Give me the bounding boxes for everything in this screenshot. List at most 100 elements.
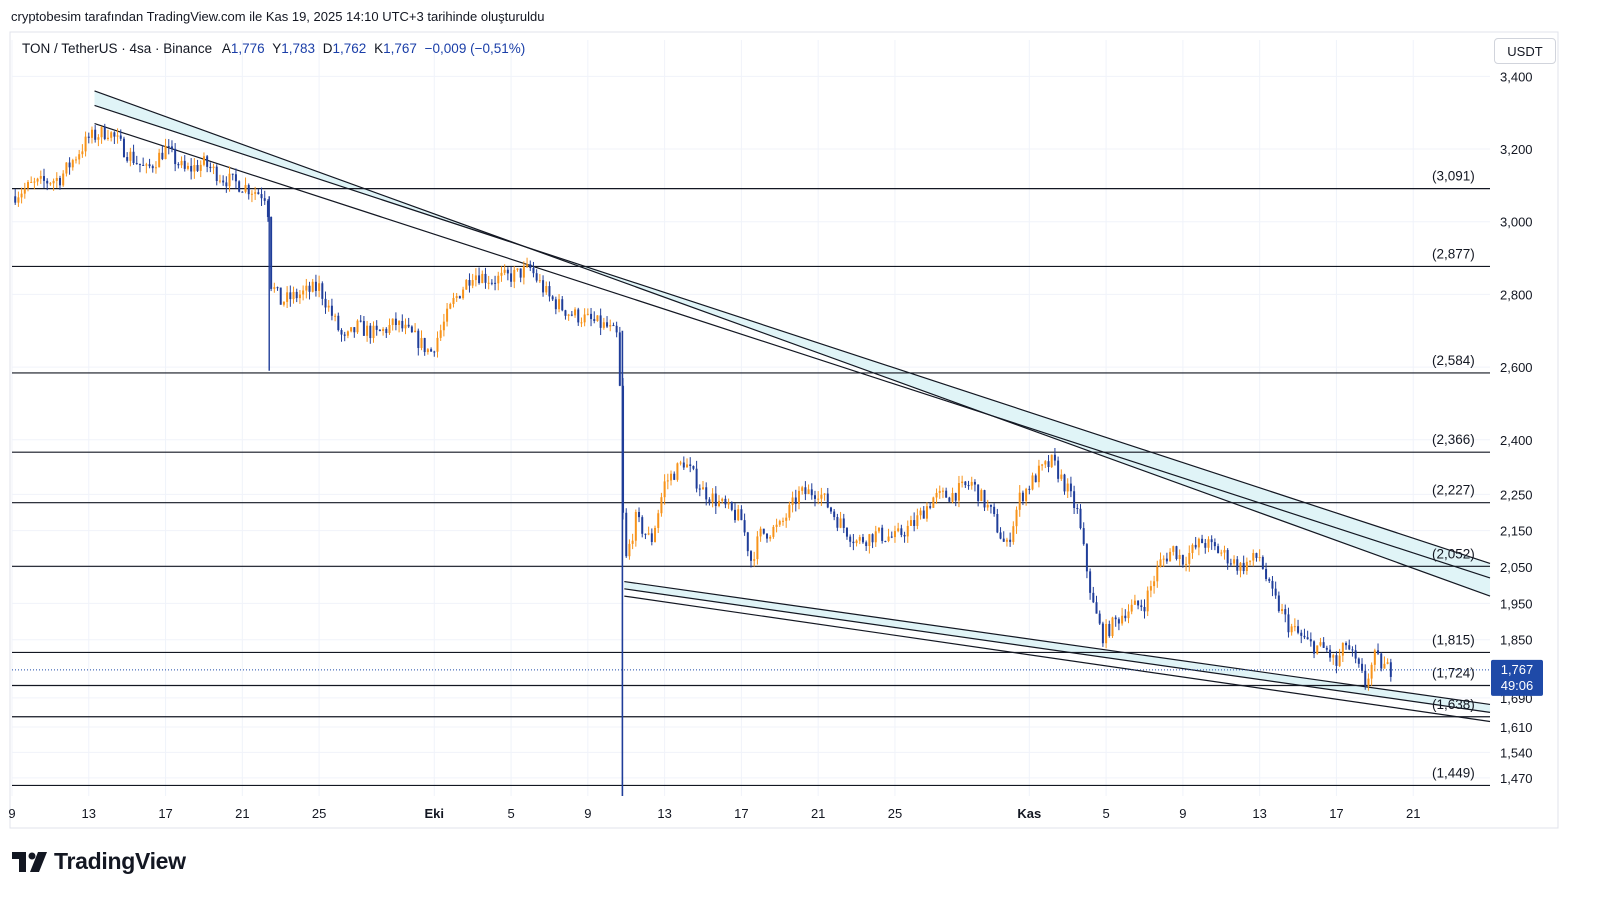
candle-body	[324, 298, 327, 308]
candle-body	[481, 273, 484, 284]
x-tick-label: 5	[1102, 806, 1109, 821]
candle-body	[407, 324, 410, 327]
candle-body	[350, 327, 353, 332]
candle-body	[1223, 550, 1226, 553]
candle-body	[1181, 555, 1184, 565]
candle-body	[295, 291, 298, 299]
candle-body	[206, 156, 209, 167]
candle-body	[231, 173, 234, 175]
candle-body	[314, 281, 317, 291]
upper-channel-outer-line	[94, 90, 1491, 597]
tradingview-logo-text: TradingView	[54, 848, 186, 874]
candle-body	[596, 315, 599, 321]
level-label: (2,366)	[1432, 432, 1475, 447]
candle-body	[1329, 649, 1332, 658]
current-price-tag	[1491, 659, 1543, 696]
candle-body	[954, 493, 957, 501]
candle-body	[1332, 655, 1335, 658]
x-axis: 9 13 17 21 25 Eki 5 9 13 17 21 25 Kas 5 9 13 17 21	[8, 806, 1420, 821]
low-value: 1,762	[332, 41, 367, 56]
level-label: (1,449)	[1432, 765, 1475, 780]
candle-body	[90, 129, 93, 138]
candle-body	[177, 164, 180, 166]
level-label: (1,815)	[1432, 632, 1475, 647]
x-tick-label: Eki	[425, 806, 445, 821]
candle-body	[938, 490, 941, 493]
candle-body	[222, 180, 225, 183]
candle-body	[334, 315, 337, 317]
candle-body	[919, 510, 922, 516]
candles	[14, 123, 1392, 796]
x-tick-label: 25	[312, 806, 326, 821]
candle-body	[404, 324, 407, 329]
candle-body	[970, 481, 973, 486]
candle-body	[202, 156, 205, 165]
y-tick-label: 1,950	[1500, 596, 1533, 611]
candle-body	[458, 296, 461, 299]
candle-body	[813, 495, 816, 499]
candle-body	[948, 497, 951, 502]
candle-body	[199, 164, 202, 171]
candle-body	[260, 194, 263, 199]
candle-body	[925, 506, 928, 519]
candle-body	[785, 517, 788, 521]
candle-body	[391, 318, 394, 326]
candle-body	[478, 275, 481, 284]
candle-body	[807, 489, 810, 495]
level-label: (2,052)	[1432, 546, 1475, 561]
candle-body	[1018, 492, 1021, 510]
candle-body	[1268, 578, 1271, 581]
candle-body	[657, 513, 660, 528]
candle-body	[1281, 609, 1284, 612]
candle-body	[980, 490, 983, 502]
candle-body	[759, 528, 762, 537]
candle-body	[1233, 559, 1236, 564]
candle-body	[1028, 488, 1031, 490]
candle-body	[542, 280, 545, 293]
candle-body	[298, 294, 301, 299]
candle-body	[1293, 626, 1296, 628]
y-tick-label: 2,800	[1500, 287, 1533, 302]
candle-body	[471, 280, 474, 286]
candle-body	[836, 517, 839, 528]
candle-body	[1140, 605, 1143, 607]
candle-body	[945, 490, 948, 498]
candle-body	[433, 351, 436, 353]
candle-body	[900, 528, 903, 535]
candle-body	[762, 528, 765, 534]
candle-body	[30, 181, 33, 183]
x-tick-label: 21	[235, 806, 249, 821]
candle-body	[881, 527, 884, 541]
candle-body	[628, 543, 631, 557]
candle-body	[1037, 465, 1040, 483]
currency-unit-button[interactable]: USDT	[1494, 38, 1556, 64]
symbol-name[interactable]: TON / TetherUS · 4sa · Binance	[22, 41, 213, 56]
candle-body	[359, 320, 362, 322]
candle-body	[58, 177, 61, 186]
candle-body	[247, 185, 250, 195]
candle-body	[388, 325, 391, 334]
candle-body	[932, 497, 935, 508]
y-tick-label: 3,200	[1500, 142, 1533, 157]
candle-body	[506, 269, 509, 274]
candle-body	[1108, 623, 1111, 637]
candle-body	[977, 484, 980, 502]
y-tick-label: 3,000	[1500, 215, 1533, 230]
candle-body	[1185, 563, 1188, 565]
candle-body	[887, 536, 890, 542]
candle-body	[170, 146, 173, 149]
candle-body	[366, 325, 369, 336]
candle-body	[654, 527, 657, 542]
lower-channel-band	[624, 581, 1490, 713]
candle-body	[1204, 543, 1207, 548]
candle-body	[973, 481, 976, 485]
candle-body	[548, 286, 551, 297]
candle-body	[487, 282, 490, 284]
candle-body	[218, 180, 221, 182]
candle-body	[327, 305, 330, 308]
x-tick-label: 25	[888, 806, 902, 821]
tradingview-logo[interactable]: TradingView	[12, 848, 186, 875]
candle-body	[1012, 526, 1015, 542]
candle-body	[126, 157, 129, 161]
